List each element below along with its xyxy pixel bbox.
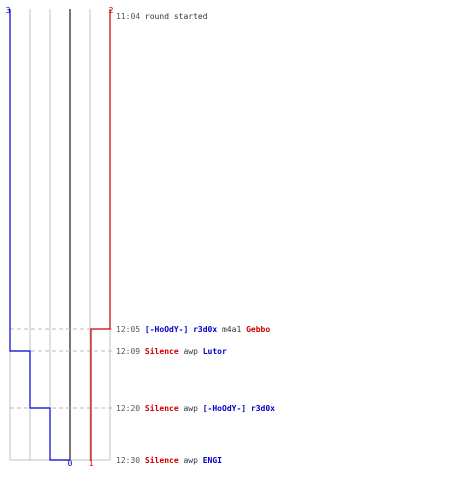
event-description: m4a1: [217, 325, 246, 334]
event-description: awp: [179, 456, 203, 465]
event-time: 12:20: [116, 404, 140, 413]
event-time: 11:04: [116, 12, 140, 21]
event-description: awp: [179, 404, 203, 413]
event-row: 12:05 [-HoOdY-] r3d0x m4a1 Gebbo: [116, 325, 270, 334]
player-name: Silence: [145, 403, 179, 413]
player-name: [-HoOdY-] r3d0x: [145, 325, 217, 334]
red-team-alive-step-line: [90, 9, 111, 460]
player-name: ENGI: [203, 456, 222, 465]
event-log: 11:04 round started 12:05 [-HoOdY-] r3d0x…: [116, 12, 275, 465]
red-alive-end-label: 1: [89, 459, 94, 468]
event-time: 12:05: [116, 325, 140, 334]
player-name: Silence: [145, 455, 179, 465]
event-row: 12:30 Silence awp ENGI: [116, 455, 222, 465]
event-time: 12:30: [116, 456, 140, 465]
event-guide-lines: [10, 328, 112, 409]
alive-count-steps: [9, 9, 111, 461]
event-row: 12:20 Silence awp [-HoOdY-] r3d0x: [116, 403, 275, 413]
player-name: Lutor: [203, 347, 227, 356]
player-name: [-HoOdY-] r3d0x: [203, 404, 275, 413]
event-description: round started: [145, 12, 208, 21]
red-alive-start-label: 2: [109, 6, 114, 15]
player-name: Gebbo: [246, 325, 270, 334]
event-row: 12:09 Silence awp Lutor: [116, 346, 227, 356]
player-name: Silence: [145, 346, 179, 356]
event-description: awp: [179, 347, 203, 356]
blue-team-alive-step-line: [9, 9, 70, 461]
event-time: 12:09: [116, 347, 140, 356]
blue-alive-start-label: 3: [6, 6, 11, 15]
blue-alive-end-label: 0: [68, 459, 73, 468]
event-row: 11:04 round started: [116, 12, 208, 21]
grid-lines: [9, 9, 111, 461]
